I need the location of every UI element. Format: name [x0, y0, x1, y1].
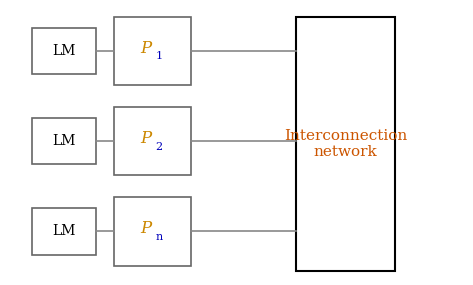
Bar — [32, 208, 96, 255]
Text: P: P — [140, 220, 151, 237]
Text: P: P — [140, 130, 151, 147]
Text: Interconnection
network: Interconnection network — [284, 129, 407, 159]
Bar — [296, 17, 395, 271]
Bar — [114, 17, 191, 85]
Text: LM: LM — [52, 224, 76, 239]
Bar — [114, 197, 191, 266]
Bar — [32, 28, 96, 74]
Text: 1: 1 — [156, 51, 163, 61]
Bar — [32, 118, 96, 164]
Text: 2: 2 — [156, 142, 163, 152]
Text: LM: LM — [52, 134, 76, 148]
Bar — [114, 107, 191, 175]
Text: n: n — [156, 232, 163, 242]
Text: LM: LM — [52, 44, 76, 58]
Text: P: P — [140, 40, 151, 57]
